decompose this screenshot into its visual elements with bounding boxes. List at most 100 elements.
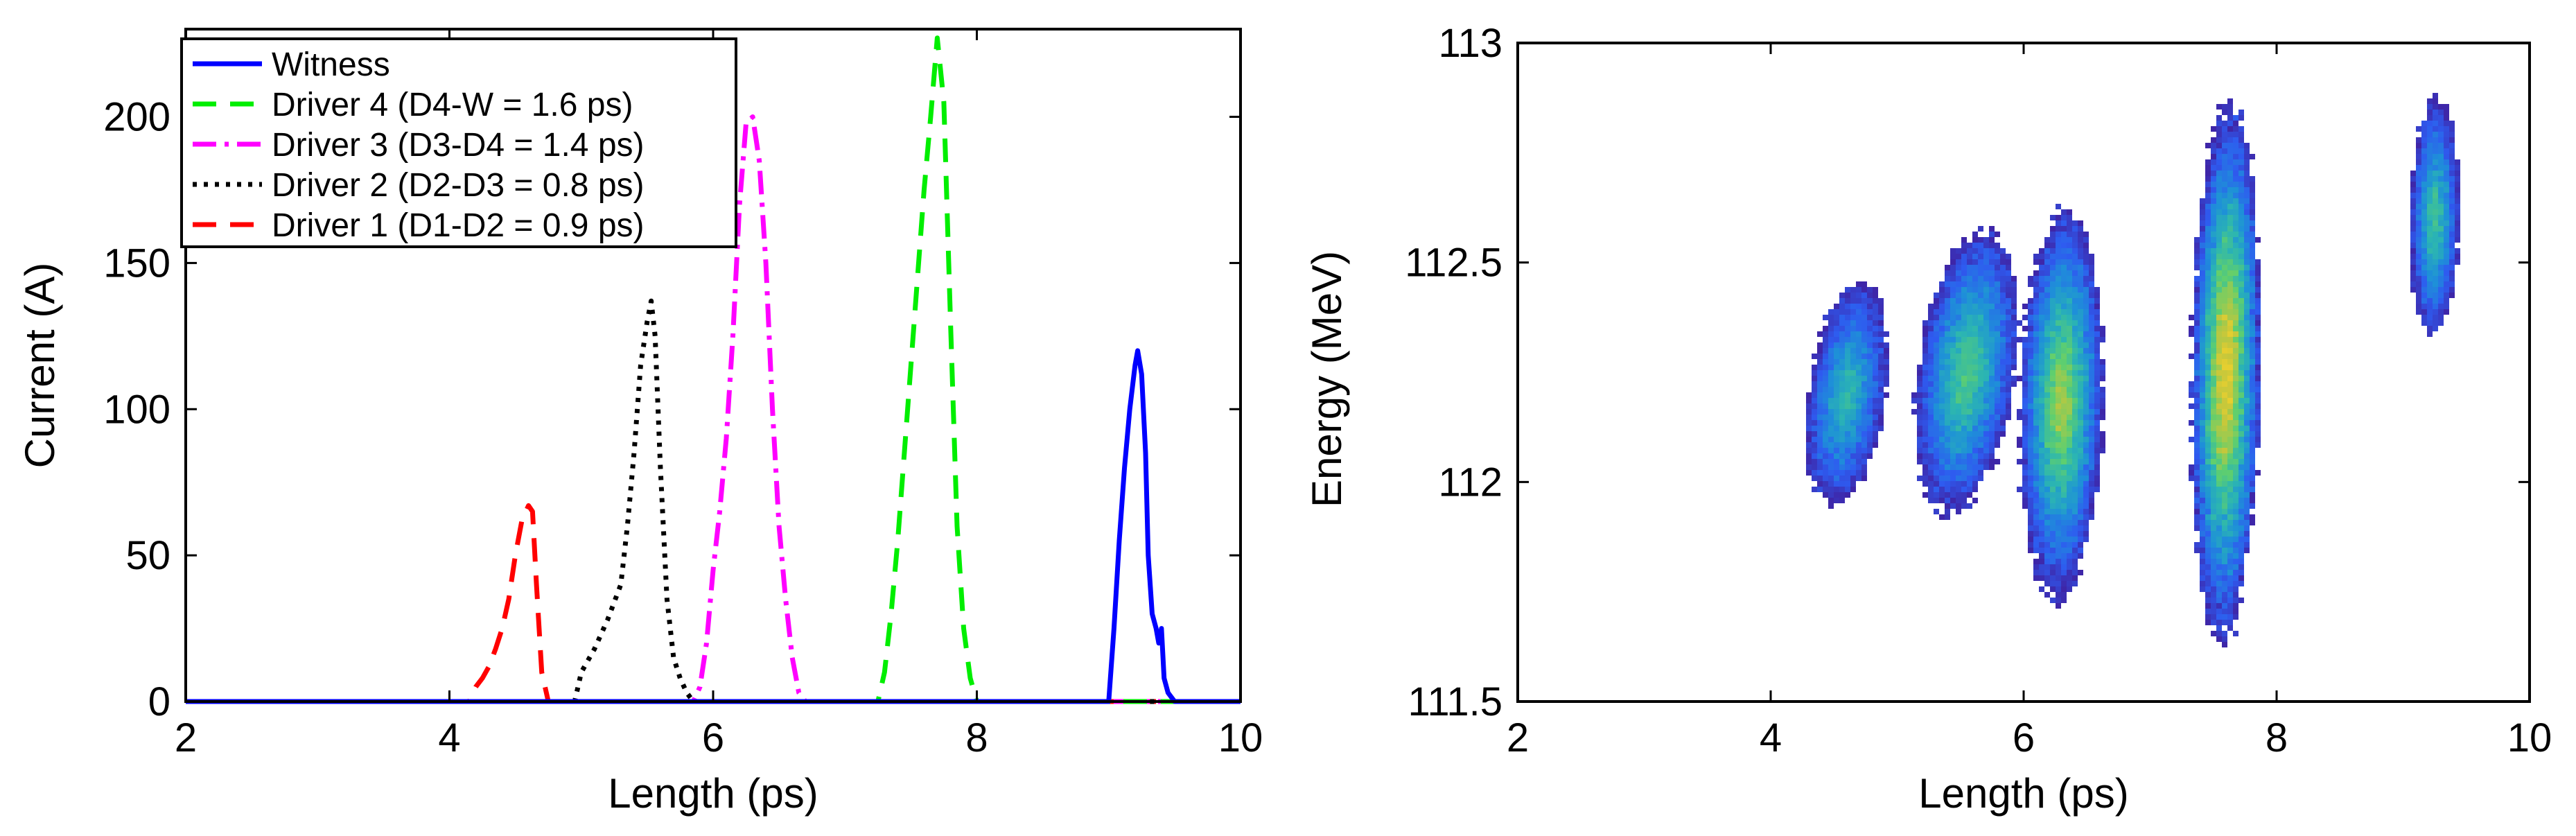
heatmap-cell-3007: [2211, 525, 2216, 531]
heatmap-cell-1527: [2000, 359, 2006, 365]
heatmap-cell-2140: [2211, 415, 2216, 420]
heatmap-cell-220: [2205, 193, 2211, 198]
heatmap-cell-2377: [1817, 442, 1823, 448]
heatmap-cell-1407: [1967, 348, 1972, 354]
heatmap-cell-1716: [2072, 376, 2078, 381]
heatmap-cell-3111: [2039, 559, 2044, 564]
heatmap-cell-222: [2216, 193, 2222, 198]
heatmap-cell-2181: [2033, 420, 2039, 426]
heatmap-cell-1031: [2227, 309, 2233, 315]
heatmap-cell-3191: [2056, 586, 2061, 592]
heatmap-cell-1434: [2216, 348, 2222, 354]
heatmap-cell-1621: [1839, 370, 1845, 376]
heatmap-cell-109: [2250, 154, 2255, 159]
heatmap-cell-1645: [2000, 370, 2006, 376]
heatmap-cell-1311: [2067, 337, 2072, 342]
heatmap-cell-922: [2255, 298, 2261, 304]
heatmap-cell-2889: [2244, 498, 2250, 503]
heatmap-cell-1222: [1850, 331, 1856, 337]
heatmap-cell-2537: [1823, 459, 1828, 464]
heatmap-cell-2567: [2056, 459, 2061, 464]
heatmap-cell-1112: [1928, 320, 1934, 326]
heatmap-cell-3228: [2211, 609, 2216, 614]
heatmap-cell-663: [2227, 270, 2233, 276]
heatmap-cell-2994: [2033, 525, 2039, 531]
heatmap-cell-3234: [2211, 614, 2216, 620]
heatmap-cell-2242: [2056, 426, 2061, 431]
heatmap-cell-3144: [2044, 570, 2050, 575]
heatmap-cell-2324: [1839, 437, 1845, 442]
heatmap-cell-918: [2233, 298, 2238, 304]
heatmap-cell-265: [2238, 204, 2244, 209]
heatmap-cell-2150: [1812, 420, 1817, 426]
heatmap-cell-2910: [2194, 503, 2200, 509]
heatmap-cell-2918: [2238, 503, 2244, 509]
heatmap-cell-1699: [1978, 376, 1983, 381]
heatmap-cell-3240: [2211, 620, 2216, 625]
heatmap-cell-1818: [1983, 387, 1989, 392]
heatmap-cell-582: [2250, 259, 2255, 265]
heatmap-cell-1684: [1867, 376, 1873, 381]
heatmap-cell-353: [2200, 226, 2205, 232]
heatmap-cell-3237: [2227, 614, 2233, 620]
heatmap-cell-2163: [1917, 420, 1922, 426]
heatmap-cell-761: [2255, 281, 2261, 287]
heatmap-cell-1540: [2078, 359, 2083, 365]
heatmap-cell-2949: [2033, 514, 2039, 520]
heatmap-cell-2777: [1823, 487, 1828, 492]
heatmap-cell-1133: [2050, 320, 2056, 326]
heatmap-cell-3221: [2205, 603, 2211, 609]
heatmap-cell-2272: [1861, 431, 1867, 437]
heatmap-cell-215: [2433, 187, 2438, 193]
heatmap-cell-3083: [2078, 548, 2083, 553]
heatmap-cell-2243: [2061, 426, 2067, 431]
heatmap-cell-3036: [2039, 537, 2044, 542]
heatmap-cell-3176: [2050, 581, 2056, 586]
heatmap-cell-3235: [2216, 614, 2222, 620]
heatmap-cell-789: [2011, 287, 2017, 293]
heatmap-cell-1136: [2067, 320, 2072, 326]
heatmap-cell-2358: [2083, 437, 2089, 442]
heatmap-cell-2582: [2233, 459, 2238, 464]
heatmap-cell-1723: [2200, 376, 2205, 381]
heatmap-cell-2304: [2094, 431, 2100, 437]
heatmap-cell-337: [2416, 220, 2421, 226]
heatmap-cell-135: [2216, 165, 2222, 171]
heatmap-cell-1441: [2255, 348, 2261, 354]
heatmap-cell-481: [2050, 248, 2056, 254]
heatmap-cell-2143: [2227, 415, 2233, 420]
heatmap-cell-3019: [2056, 531, 2061, 537]
heatmap-cell-2175: [1983, 420, 1989, 426]
heatmap-cell-3006: [2205, 525, 2211, 531]
heatmap-cell-1554: [2244, 359, 2250, 365]
heatmap-cell-1942: [2000, 398, 2006, 403]
heatmap-cell-457: [2233, 243, 2238, 248]
heatmap-cell-1431: [2200, 348, 2205, 354]
heatmap-cell-283: [2222, 209, 2227, 215]
heatmap-cell-1130: [2033, 320, 2039, 326]
heatmap-cell-460: [2250, 243, 2255, 248]
heatmap-cell-873: [2444, 293, 2449, 298]
heatmap-cell-1211: [2244, 326, 2250, 331]
heatmap-cell-2822: [1845, 492, 1850, 498]
heatmap-cell-967: [2094, 304, 2100, 309]
heatmap-cell-2449: [1950, 448, 1956, 453]
heatmap-cell-2835: [2039, 492, 2044, 498]
heatmap-cell-392: [2410, 232, 2416, 237]
heatmap-cell-954: [2022, 304, 2028, 309]
heatmap-cell-2603: [1956, 464, 1961, 470]
heatmap-cell-1983: [1873, 403, 1878, 409]
heatmap-cell-136: [2222, 165, 2227, 171]
heatmap-cell-1280: [1856, 337, 1861, 342]
heatmap-cell-2494: [1867, 453, 1873, 459]
heatmap-cell-1490: [2205, 354, 2211, 359]
heatmap-cell-1635: [1945, 370, 1950, 376]
heatmap-cell-350: [2067, 226, 2072, 232]
heatmap-cell-2219: [1878, 426, 1884, 431]
heatmap-cell-2476: [2216, 448, 2222, 453]
heatmap-cell-676: [2449, 270, 2455, 276]
heatmap-cell-251: [2427, 198, 2433, 204]
heatmap-cell-2455: [1983, 448, 1989, 453]
heatmap-cell-1262: [2200, 331, 2205, 337]
heatmap-cell-2760: [2078, 481, 2083, 487]
